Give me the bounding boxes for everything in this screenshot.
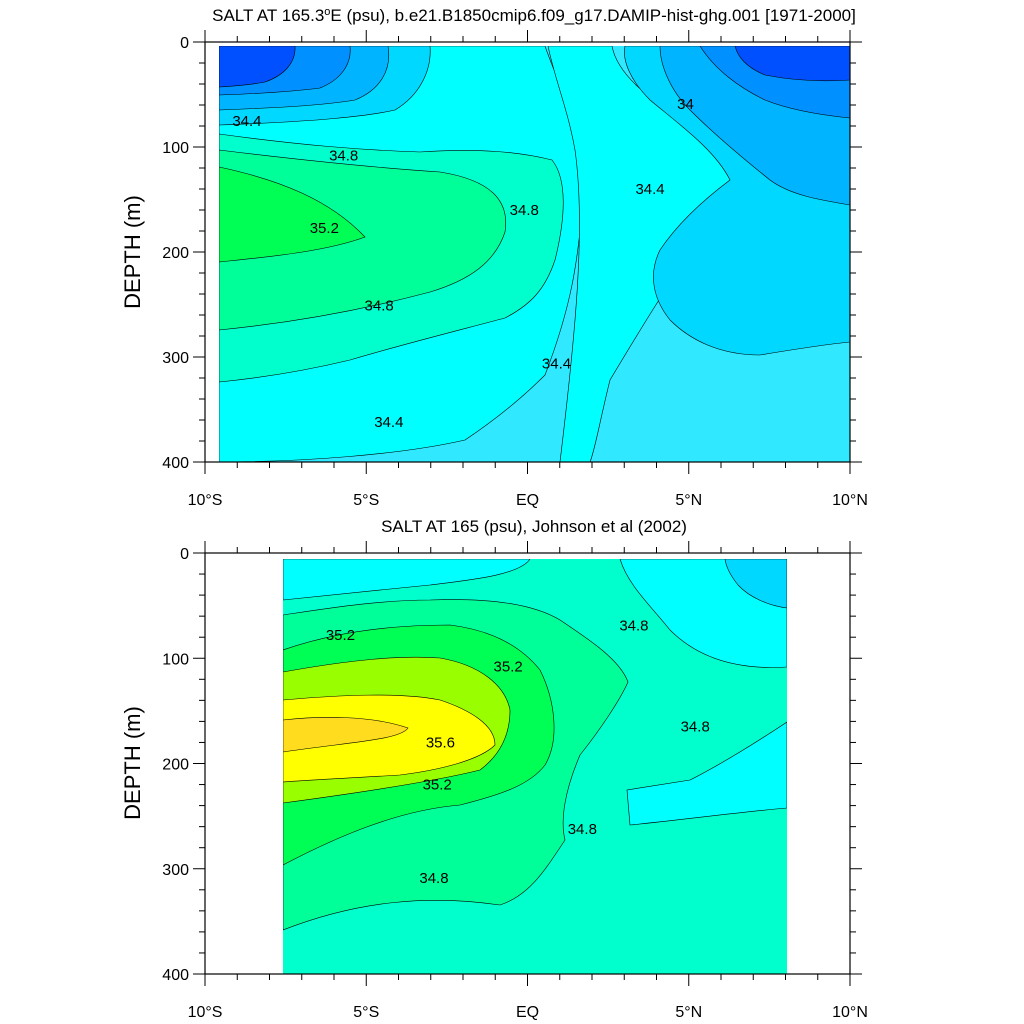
y-tick-label: 400 [162, 455, 189, 472]
top-contour-panel: SALT AT 165.3oE (psu), b.e21.B1850cmip6.… [120, 6, 868, 509]
fill-35.8 [283, 717, 409, 753]
contour-label: 35.2 [494, 659, 523, 676]
y-tick-label: 0 [180, 546, 189, 563]
contour-label: 34.8 [365, 298, 394, 315]
contour-label: 34.8 [568, 821, 597, 838]
top-axis-ticks: 0 100 200 300 400 10°S 5°S EQ 5°N 10°N [162, 30, 868, 509]
y-tick-label: 300 [162, 350, 189, 367]
y-tick-label: 300 [162, 862, 189, 879]
contour-label: 34.8 [510, 202, 539, 219]
top-salinity-field [219, 46, 850, 462]
x-tick-label: 5°S [353, 1004, 379, 1021]
x-tick-label: 10°N [832, 492, 868, 509]
contour-label: 34.4 [374, 414, 403, 431]
y-tick-label: 400 [162, 967, 189, 984]
contour-label: 35.6 [426, 734, 455, 751]
contour-label: 34.8 [681, 719, 710, 736]
contour-label: 35.2 [310, 220, 339, 237]
contour-label: 34.8 [419, 870, 448, 887]
x-tick-label: 10°S [188, 492, 223, 509]
contour-label: 34.4 [232, 113, 261, 130]
bottom-contour-panel: SALT AT 165 (psu), Johnson et al (2002) … [120, 517, 868, 1021]
x-tick-label: 5°N [675, 492, 702, 509]
top-contour-labels: 34.4 34.8 35.2 34.8 34 34.4 34.8 34.4 34.4 [232, 96, 694, 431]
top-chart-title: SALT AT 165.3oE (psu), b.e21.B1850cmip6.… [212, 6, 856, 25]
contour-label: 35.2 [326, 627, 355, 644]
y-tick-label: 200 [162, 757, 189, 774]
contour-label: 34.8 [619, 618, 648, 635]
bottom-contour-labels: 35.2 35.2 35.6 35.2 34.8 34.8 34.8 34.8 [326, 618, 710, 888]
bottom-chart-title: SALT AT 165 (psu), Johnson et al (2002) [381, 517, 687, 536]
x-tick-label: EQ [516, 1004, 539, 1021]
contour-label: 34.4 [542, 355, 571, 372]
fill-33.6-north [734, 46, 850, 82]
fill-35.6 [283, 694, 496, 783]
fill-35.2 [219, 166, 366, 263]
top-y-axis-label: DEPTH (m) [120, 195, 145, 309]
bottom-salinity-field [283, 559, 787, 974]
y-tick-label: 100 [162, 651, 189, 668]
x-tick-label: 5°S [353, 492, 379, 509]
fill-34.4-ne [724, 559, 787, 609]
bottom-axis-ticks: 0 100 200 300 400 10°S 5°S EQ 5°N 10°N [162, 541, 868, 1021]
x-tick-label: EQ [516, 492, 539, 509]
x-tick-label: 10°S [188, 1004, 223, 1021]
y-tick-label: 200 [162, 245, 189, 262]
bottom-y-axis-label: DEPTH (m) [120, 706, 145, 820]
contour-label: 35.2 [423, 777, 452, 794]
fill-34.6-nw [283, 559, 531, 601]
contour-label: 34.8 [329, 147, 358, 164]
y-tick-label: 0 [180, 35, 189, 52]
x-tick-label: 5°N [675, 1004, 702, 1021]
contour-label: 34.4 [635, 181, 664, 198]
y-tick-label: 100 [162, 140, 189, 157]
x-tick-label: 10°N [832, 1004, 868, 1021]
fill-34.6-e [626, 721, 787, 826]
fill-33.6-south [219, 46, 296, 88]
contour-label: 34 [677, 96, 694, 113]
